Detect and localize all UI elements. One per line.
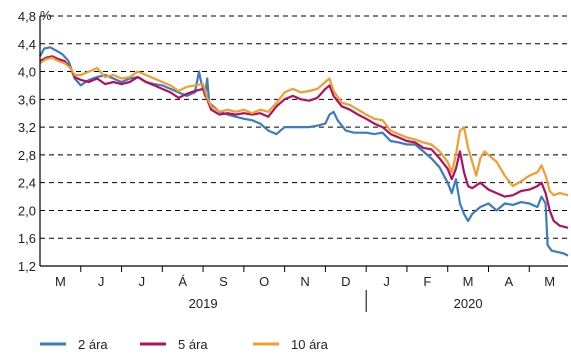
x-year-label: 2019 <box>189 296 218 311</box>
x-tick-label: J <box>139 274 146 289</box>
y-tick-label: 1,6 <box>18 231 36 246</box>
x-tick-label: M <box>544 274 555 289</box>
x-tick-label: S <box>219 274 228 289</box>
x-tick-label: N <box>300 274 309 289</box>
x-tick-label: Á <box>178 274 187 289</box>
x-tick-label: F <box>423 274 431 289</box>
y-tick-label: 3,6 <box>18 92 36 107</box>
x-tick-label: J <box>383 274 390 289</box>
series-lines <box>39 46 569 257</box>
legend-label: 5 ára <box>178 337 208 352</box>
legend-label: 10 ára <box>291 337 329 352</box>
y-tick-label: 2,8 <box>18 148 36 163</box>
y-tick-label: 4,8 <box>18 9 36 24</box>
y-tick-label: 2,4 <box>18 176 36 191</box>
x-tick-label: O <box>259 274 269 289</box>
y-tick-label: 2,0 <box>18 203 36 218</box>
legend: 2 ára 5 ára 10 ára <box>40 337 329 352</box>
x-tick-label: A <box>505 274 514 289</box>
y-axis-unit-label: % <box>40 8 52 23</box>
y-tick-label: 4,4 <box>18 37 36 52</box>
series-line <box>39 55 569 229</box>
x-tick-label: M <box>463 274 474 289</box>
x-year-label: 2020 <box>454 296 483 311</box>
y-tick-label: 1,2 <box>18 259 36 274</box>
x-tick-label: M <box>55 274 66 289</box>
y-tick-label: 3,2 <box>18 120 36 135</box>
y-axis-ticks: 1,2 1,6 2,0 2,4 2,8 3,2 3,6 4,0 4,4 4,8 <box>18 9 36 274</box>
series-line <box>39 46 569 257</box>
y-tick-label: 4,0 <box>18 65 36 80</box>
x-tick-label: J <box>98 274 105 289</box>
legend-label: 2 ára <box>78 337 108 352</box>
series-line <box>39 56 569 197</box>
x-tick-label: D <box>341 274 350 289</box>
x-axis: M J J Á S O N D J F M A M 2019 2020 <box>39 16 568 312</box>
